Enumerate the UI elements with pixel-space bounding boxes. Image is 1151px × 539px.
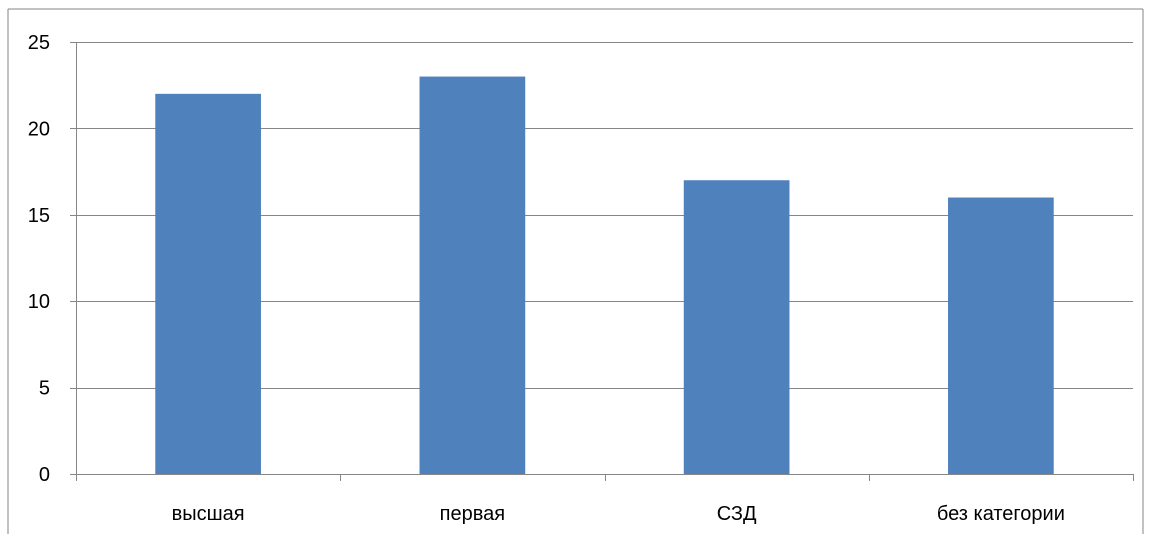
- y-tick-label-25: 25: [28, 32, 50, 54]
- bar-2: [419, 76, 526, 474]
- chart-frame-lines: [7, 8, 1144, 534]
- y-tick-label-20: 20: [28, 118, 50, 140]
- y-tick-label-5: 5: [39, 378, 50, 400]
- bar-4: [948, 197, 1054, 474]
- y-tick-label-10: 10: [28, 291, 50, 313]
- x-category-label-2: первая: [440, 503, 505, 525]
- bar-1: [155, 93, 261, 474]
- x-category-label-4: без категории: [937, 503, 1065, 525]
- axes: [70, 42, 1134, 481]
- x-category-label-1: высшая: [172, 503, 245, 525]
- x-category-label-3: СЗД: [717, 503, 757, 525]
- x-axis-tick-labels: высшая первая СЗД без категории: [172, 503, 1065, 525]
- y-tick-label-0: 0: [39, 464, 50, 486]
- bar-3: [683, 180, 790, 475]
- y-axis-tick-labels: 0 5 10 15 20 25: [28, 32, 50, 486]
- y-tick-label-15: 15: [28, 205, 50, 227]
- bars: [155, 76, 1054, 475]
